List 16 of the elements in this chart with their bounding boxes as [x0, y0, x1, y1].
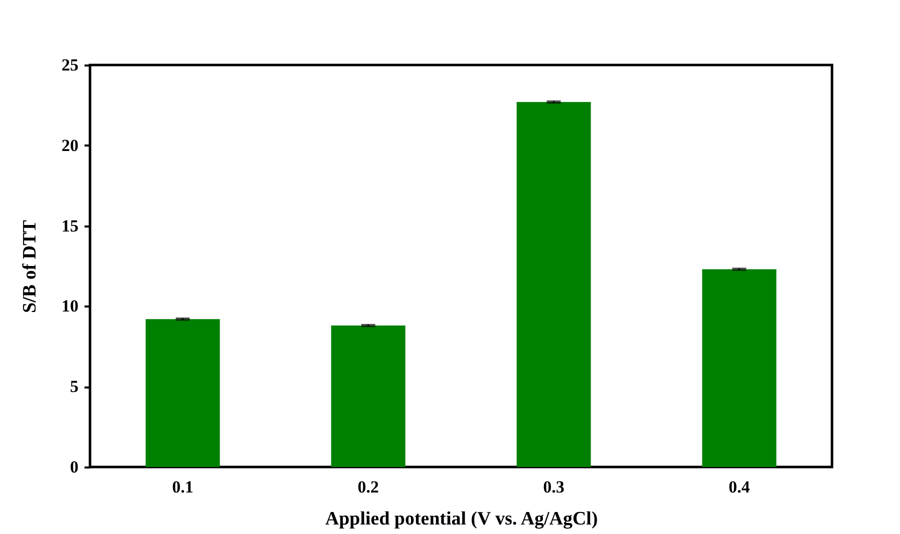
bar: [702, 269, 776, 467]
y-tick-label: 10: [62, 296, 78, 316]
bar: [331, 325, 406, 467]
y-axis-title: S/B of DTT: [20, 220, 40, 313]
x-axis-title: Applied potential (V vs. Ag/AgCl): [325, 508, 598, 530]
x-tick-label: 0.1: [172, 478, 194, 496]
bar: [516, 102, 591, 467]
x-tick-label: 0.3: [543, 478, 564, 496]
y-tick-label: 5: [70, 377, 78, 396]
x-tick-label: 0.2: [358, 478, 379, 496]
y-tick-label: 0: [70, 458, 78, 476]
y-tick-label: 15: [62, 216, 78, 236]
x-tick-label: 0.4: [728, 478, 750, 496]
y-tick-label: 20: [62, 136, 78, 155]
y-tick-label: 25: [62, 56, 78, 74]
bar: [146, 319, 220, 467]
